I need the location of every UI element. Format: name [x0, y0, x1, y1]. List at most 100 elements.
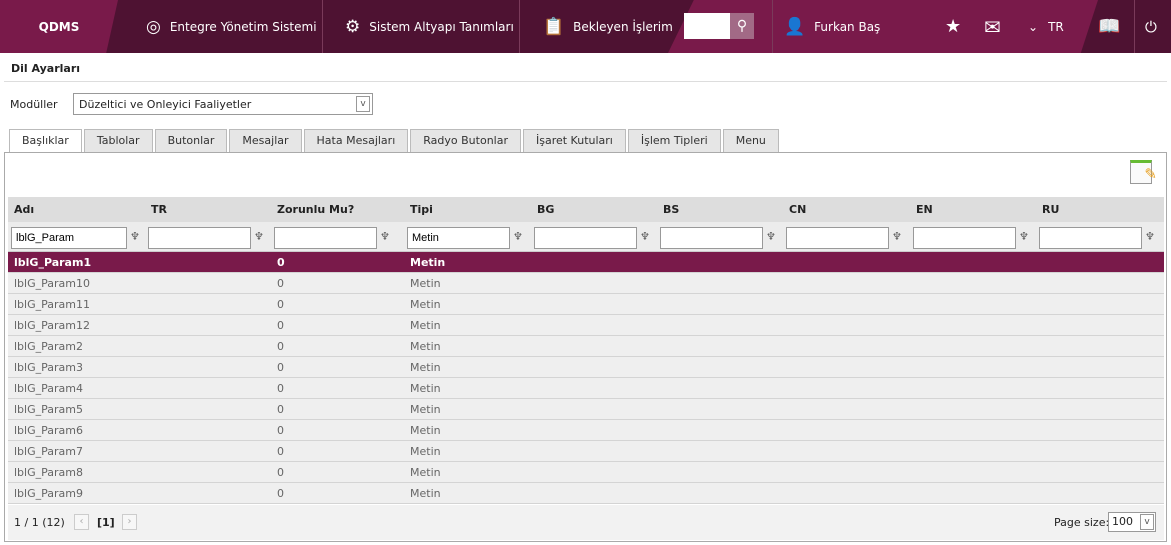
table-cell	[1036, 357, 1042, 377]
table-cell	[910, 315, 916, 335]
filter-input[interactable]	[11, 227, 127, 249]
chevron-down-icon: v	[1140, 514, 1154, 530]
column-header[interactable]: Tipi	[410, 203, 433, 216]
mail-icon[interactable]: ✉	[984, 14, 1001, 39]
tab-7[interactable]: İşlem Tipleri	[627, 129, 721, 152]
table-cell	[145, 462, 151, 482]
table-cell	[145, 315, 151, 335]
table-cell: lblG_Param5	[14, 402, 83, 416]
table-cell	[783, 294, 789, 314]
table-cell	[783, 252, 789, 272]
modules-select[interactable]: Düzeltici ve Onleyici Faaliyetler v	[73, 93, 373, 115]
table-row[interactable]: lblG_Param6 0 Metin	[8, 420, 1164, 441]
table-row[interactable]: lblG_Param11 0 Metin	[8, 294, 1164, 315]
tab-3[interactable]: Mesajlar	[229, 129, 302, 152]
filter-icon[interactable]: ♆	[130, 230, 140, 243]
tab-1[interactable]: Tablolar	[83, 129, 153, 152]
column-header[interactable]: RU	[1042, 203, 1060, 216]
nav-label: Sistem Altyapı Tanımları	[369, 19, 514, 34]
table-cell: lblG_Param12	[14, 318, 90, 332]
tab-6[interactable]: İşaret Kutuları	[522, 129, 626, 152]
language-selector[interactable]: ⌄ TR	[1028, 0, 1064, 53]
page-size-select[interactable]: 100 v	[1108, 512, 1156, 532]
table-cell	[910, 420, 916, 440]
nav-bekleyen-islerim[interactable]: 📋 Bekleyen İşlerim	[543, 0, 673, 53]
table-cell	[657, 420, 663, 440]
tab-panel	[4, 152, 1167, 542]
table-cell: Metin	[410, 465, 441, 479]
filter-icon[interactable]: ♆	[513, 230, 523, 243]
table-cell	[657, 357, 663, 377]
table-row[interactable]: lblG_Param8 0 Metin	[8, 462, 1164, 483]
data-grid: Adı TR Zorunlu Mu? Tipi BG BS CN EN RU ♆ ♆ ♆ ♆ ♆ ♆ ♆ ♆ ♆…	[8, 197, 1164, 504]
column-header[interactable]: Adı	[14, 203, 35, 216]
table-cell	[531, 420, 537, 440]
table-row[interactable]: lblG_Param3 0 Metin	[8, 357, 1164, 378]
table-cell	[531, 441, 537, 461]
table-cell: lblG_Param7	[14, 444, 83, 458]
tab-8[interactable]: Menu	[722, 129, 779, 152]
table-row[interactable]: lblG_Param10 0 Metin	[8, 273, 1164, 294]
filter-input[interactable]	[148, 227, 251, 249]
table-cell: 0	[277, 276, 284, 290]
filter-icon[interactable]: ♆	[1145, 230, 1155, 243]
search-input[interactable]	[684, 13, 730, 39]
tab-0[interactable]: Başlıklar	[9, 129, 82, 153]
search-button[interactable]: ⚲	[730, 13, 754, 39]
table-row[interactable]: lblG_Param4 0 Metin	[8, 378, 1164, 399]
filter-icon[interactable]: ♆	[640, 230, 650, 243]
filter-icon[interactable]: ♆	[892, 230, 902, 243]
filter-input[interactable]	[274, 227, 377, 249]
nav-entegre[interactable]: ◎ Entegre Yönetim Sistemi	[146, 0, 317, 53]
table-row[interactable]: lblG_Param1 0 Metin	[8, 252, 1164, 273]
filter-icon[interactable]: ♆	[254, 230, 264, 243]
filter-input[interactable]	[660, 227, 763, 249]
table-row[interactable]: lblG_Param5 0 Metin	[8, 399, 1164, 420]
filter-icon[interactable]: ♆	[766, 230, 776, 243]
power-icon[interactable]: ⏻	[1145, 17, 1157, 36]
filter-icon[interactable]: ♆	[380, 230, 390, 243]
filter-input[interactable]	[913, 227, 1016, 249]
filter-input[interactable]	[786, 227, 889, 249]
filter-input[interactable]	[1039, 227, 1142, 249]
table-row[interactable]: lblG_Param2 0 Metin	[8, 336, 1164, 357]
tab-4[interactable]: Hata Mesajları	[303, 129, 409, 152]
star-icon[interactable]: ★	[945, 16, 962, 37]
table-cell	[657, 462, 663, 482]
tab-2[interactable]: Butonlar	[154, 129, 228, 152]
filter-input[interactable]	[534, 227, 637, 249]
table-cell	[910, 273, 916, 293]
column-header[interactable]: BG	[537, 203, 555, 216]
nav-sistem-altyapi[interactable]: ⚙ Sistem Altyapı Tanımları	[345, 0, 514, 53]
column-header[interactable]: BS	[663, 203, 680, 216]
table-cell: lblG_Param9	[14, 486, 83, 500]
filter-icon[interactable]: ♆	[1019, 230, 1029, 243]
user-menu[interactable]: 👤 Furkan Baş	[784, 0, 880, 53]
table-cell: 0	[277, 465, 284, 479]
table-row[interactable]: lblG_Param9 0 Metin	[8, 483, 1164, 504]
column-header[interactable]: EN	[916, 203, 933, 216]
next-page-button[interactable]: ›	[122, 514, 137, 530]
filter-input[interactable]	[407, 227, 510, 249]
edit-list-icon[interactable]	[1130, 160, 1157, 184]
table-cell	[145, 441, 151, 461]
logo[interactable]: QDMS	[0, 0, 118, 53]
nav-label: Entegre Yönetim Sistemi	[169, 19, 317, 34]
column-header[interactable]: Zorunlu Mu?	[277, 203, 355, 216]
table-cell	[145, 378, 151, 398]
table-cell: 0	[277, 402, 284, 416]
table-cell	[783, 336, 789, 356]
table-cell	[657, 399, 663, 419]
table-cell	[910, 294, 916, 314]
prev-page-button[interactable]: ‹	[74, 514, 89, 530]
table-row[interactable]: lblG_Param7 0 Metin	[8, 441, 1164, 462]
tab-bar: Başlıklar Tablolar Butonlar Mesajlar Hata Me…	[9, 129, 781, 153]
page-size-label: Page size:	[1054, 516, 1110, 529]
table-row[interactable]: lblG_Param12 0 Metin	[8, 315, 1164, 336]
column-header[interactable]: TR	[151, 203, 167, 216]
column-header[interactable]: CN	[789, 203, 807, 216]
table-cell	[783, 378, 789, 398]
current-page[interactable]: [1]	[97, 516, 115, 529]
tab-5[interactable]: Radyo Butonlar	[410, 129, 521, 152]
manual-icon[interactable]: 📖	[1098, 16, 1121, 37]
